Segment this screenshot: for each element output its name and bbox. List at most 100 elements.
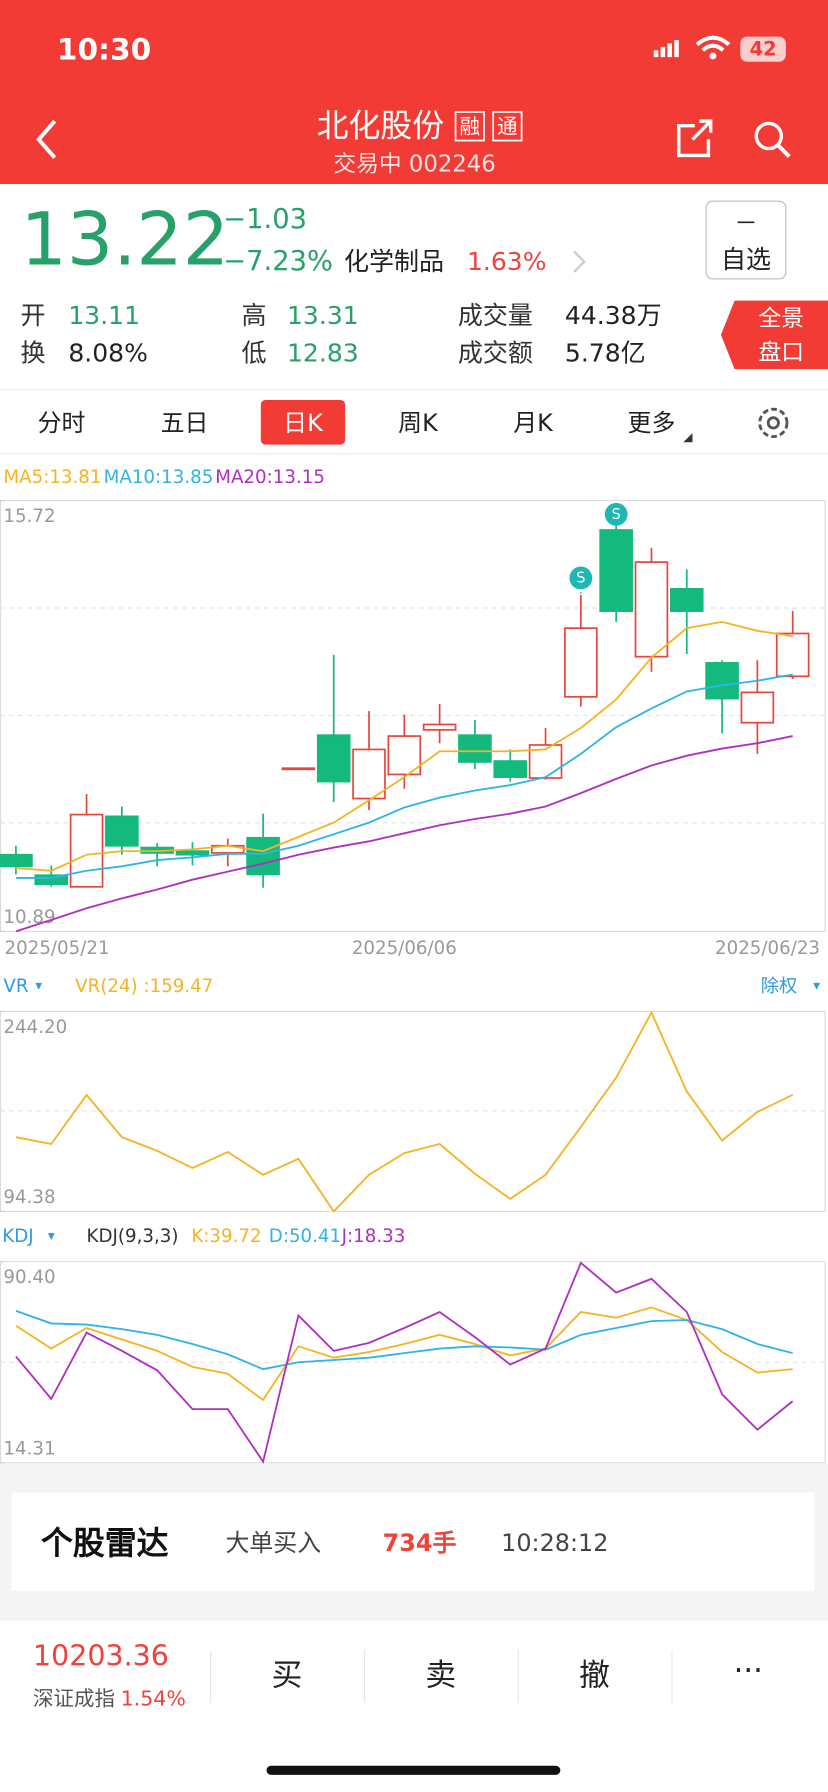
- stat-value: 13.31: [287, 301, 359, 330]
- tab[interactable]: 周K: [398, 409, 439, 437]
- sector-pct: 1.63%: [467, 247, 547, 276]
- trade-status: 交易中 002246: [333, 152, 495, 178]
- wifi-icon: [695, 35, 731, 52]
- tabs: 分时 五日 日K 周K 月K 更多: [38, 409, 676, 437]
- more-arrow: [683, 433, 693, 443]
- radar-card[interactable]: [11, 1492, 815, 1591]
- stat-label: 成交额: [458, 339, 533, 368]
- stat-label: 成交量: [458, 301, 533, 330]
- y-tick-label: 90.40: [3, 1267, 55, 1288]
- watch-button[interactable]: [705, 200, 787, 280]
- signal-label: S: [611, 506, 620, 523]
- vr-label[interactable]: VR: [3, 976, 28, 997]
- series-line: [15, 1309, 793, 1371]
- legend-entry: D:50.41: [269, 1226, 341, 1247]
- signal-dot: [569, 566, 593, 590]
- series-line: [15, 1010, 794, 1213]
- search-handle: [776, 143, 791, 158]
- signal-dot: [604, 502, 628, 526]
- change: −1.03: [223, 204, 307, 235]
- signal-label: S: [576, 569, 585, 586]
- legend-entry: MA5:13.81: [3, 467, 101, 488]
- tab[interactable]: 分时: [38, 409, 86, 437]
- stats: 开 13.11 高 13.31 成交量 44.38万 换 8.08% 低 12.…: [21, 301, 662, 368]
- change-pct: −7.23%: [223, 246, 333, 277]
- legend-entry: K:39.72: [191, 1226, 261, 1247]
- stat-label: 换: [21, 339, 46, 368]
- candle-body: [105, 815, 139, 847]
- sector[interactable]: 化学制品: [344, 247, 444, 276]
- header-bg: [0, 0, 828, 184]
- candle-body: [740, 691, 775, 724]
- candle-body: [422, 723, 457, 731]
- panorama-tag[interactable]: [720, 300, 828, 370]
- adjust-label[interactable]: 除权: [761, 976, 797, 997]
- buy-button[interactable]: 买: [272, 1657, 303, 1693]
- series-line: [15, 1306, 793, 1402]
- y-tick-label: 94.38: [3, 1187, 55, 1208]
- kline-grid: [0, 607, 826, 824]
- settings-button[interactable]: [758, 407, 789, 438]
- candle-body: [69, 813, 104, 888]
- candle-body: [775, 632, 810, 678]
- y-tick-label: 15.72: [3, 506, 55, 527]
- y-tick-label: 10.89: [3, 907, 55, 928]
- candle-body: [493, 760, 528, 778]
- index-name: 深证成指: [33, 1686, 115, 1710]
- actions: 买 卖 撤 ···: [272, 1653, 763, 1694]
- stat-label: 低: [241, 339, 266, 368]
- price: 13.22: [21, 197, 230, 282]
- stat-value: 5.78亿: [565, 339, 646, 368]
- candle-body: [458, 734, 492, 763]
- y-tick-label: 244.20: [3, 1017, 67, 1038]
- tab[interactable]: 更多: [628, 409, 676, 437]
- candle-body: [634, 561, 669, 658]
- signal-icon: [653, 40, 679, 58]
- back-button[interactable]: [36, 119, 57, 160]
- wifi-dot: [709, 52, 717, 60]
- cancel-button[interactable]: 撤: [579, 1657, 610, 1693]
- x-tick-label: 2025/05/21: [5, 938, 110, 959]
- series-line: [15, 1261, 794, 1464]
- radar-amount: 734手: [383, 1529, 457, 1557]
- legend-entry: VR(24) :159.47: [75, 976, 213, 997]
- battery: [740, 36, 786, 62]
- candle-body: [281, 767, 316, 771]
- badge-box: [454, 111, 485, 142]
- watch-icon: －: [735, 211, 758, 237]
- stat-value: 13.11: [68, 301, 140, 330]
- badge-box: [492, 111, 523, 142]
- stock-name: 北化股份: [317, 107, 445, 145]
- stat-label: 开: [21, 301, 46, 330]
- tab[interactable]: 日K: [283, 409, 324, 437]
- stat-value: 44.38万: [565, 301, 662, 330]
- home-indicator: [266, 1765, 561, 1775]
- tag-text: 盘口: [759, 340, 805, 366]
- candle-body: [316, 734, 351, 783]
- dropdown: [813, 982, 821, 990]
- kdj-label[interactable]: KDJ: [2, 1226, 33, 1247]
- radar-time: 10:28:12: [501, 1529, 608, 1557]
- candle-body: [387, 735, 422, 776]
- stat-value: 8.08%: [68, 339, 148, 368]
- sell-button[interactable]: 卖: [425, 1657, 456, 1693]
- stat-value: 12.83: [287, 339, 359, 368]
- search-button[interactable]: [754, 121, 784, 151]
- index-value: 10203.36: [33, 1639, 169, 1672]
- candle-body: [175, 850, 210, 856]
- candle-body: [352, 748, 386, 800]
- share-button[interactable]: [677, 119, 713, 158]
- candle-body: [705, 662, 739, 700]
- more-button[interactable]: ···: [734, 1653, 763, 1689]
- series-line: [15, 673, 793, 879]
- dividers: [210, 1650, 673, 1703]
- series-line: [15, 620, 793, 872]
- radar-event: 大单买入: [226, 1529, 322, 1557]
- status-time: 10:30: [57, 32, 151, 67]
- dropdown: [35, 982, 43, 990]
- tab[interactable]: 五日: [161, 409, 209, 437]
- tab[interactable]: 月K: [513, 409, 554, 437]
- watch-label: 自选: [721, 245, 771, 274]
